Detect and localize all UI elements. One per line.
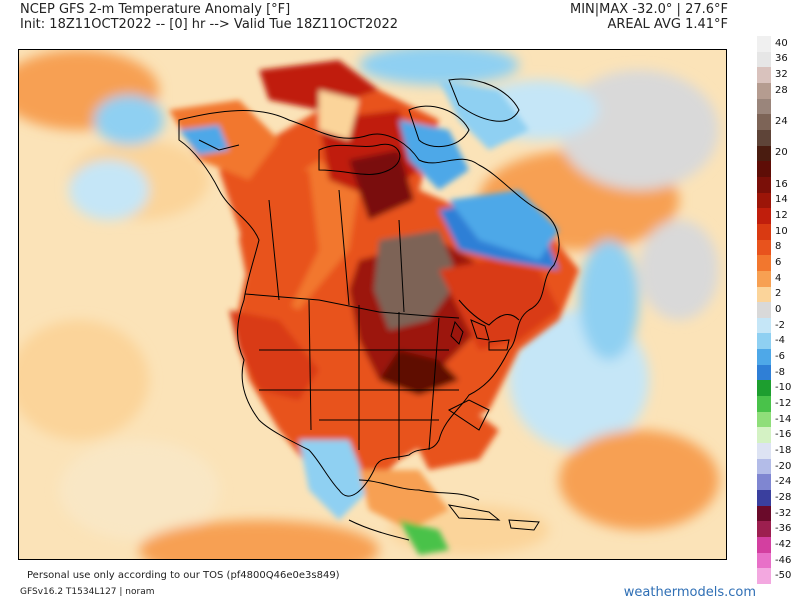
colorbar-swatch (757, 270, 771, 287)
colorbar-label: 24 (775, 116, 788, 128)
colorbar-swatch (757, 239, 771, 256)
areal-average-readout: AREAL AVG 1.41°F (607, 17, 729, 32)
colorbar-swatch (757, 537, 771, 554)
colorbar-label: 12 (775, 210, 788, 222)
colorbar-label: -8 (775, 366, 785, 378)
colorbar-label: 14 (775, 194, 788, 206)
min-max-readout: MIN|MAX -32.0° | 27.6°F (569, 2, 728, 17)
colorbar-swatch (757, 82, 771, 99)
colorbar-label: 4 (775, 272, 782, 284)
colorbar-swatch (757, 161, 771, 178)
colorbar-label: -14 (775, 413, 792, 425)
colorbar-swatch (757, 364, 771, 381)
colorbar-swatch (757, 223, 771, 240)
colorbar-swatch (757, 490, 771, 507)
colorbar-label: -6 (775, 350, 785, 362)
model-version-text: GFSv16.2 T1534L127 | noram (20, 587, 155, 597)
colorbar-swatch (757, 521, 771, 538)
colorbar-label: 20 (775, 147, 788, 159)
colorbar-label: -28 (775, 491, 792, 503)
colorbar-swatch (757, 333, 771, 350)
ocean-anomaly-field (19, 50, 719, 559)
init-valid-line: Init: 18Z11OCT2022 -- [0] hr --> Valid T… (20, 17, 399, 32)
colorbar-swatch (757, 317, 771, 334)
colorbar-label: -42 (775, 538, 792, 550)
map-title: NCEP GFS 2-m Temperature Anomaly [°F] (20, 2, 291, 17)
colorbar-swatch (757, 145, 771, 162)
colorbar-swatch (757, 192, 771, 209)
colorbar-swatch (757, 349, 771, 366)
colorbar-label: -16 (775, 429, 792, 441)
colorbar-label: 10 (775, 225, 788, 237)
coastlines-and-borders (178, 78, 560, 541)
colorbar-label: -46 (775, 554, 792, 566)
colorbar-swatch (757, 396, 771, 413)
colorbar-swatch (757, 176, 771, 193)
colorbar-swatch (757, 208, 771, 225)
colorbar-label: 40 (775, 37, 788, 49)
colorbar-swatch (757, 114, 771, 131)
color-scale-legend: 40 36 32 28 24 20 16 14 12 10 8 6 4 2 0 -2 -4 -6 -8 -10 -12-… (757, 36, 800, 585)
colorbar-label: -36 (775, 523, 792, 535)
colorbar-swatch (757, 458, 771, 475)
colorbar-swatch (757, 98, 771, 115)
colorbar-label: -50 (775, 570, 792, 582)
colorbar-swatch (757, 67, 771, 84)
colorbar-swatch (757, 411, 771, 428)
colorbar-swatch (757, 474, 771, 491)
colorbar-label: 8 (775, 241, 782, 253)
colorbar-label: 16 (775, 178, 788, 190)
brand-link[interactable]: weathermodels.com (623, 585, 756, 600)
colorbar-label: -12 (775, 397, 792, 409)
colorbar-swatch (757, 36, 771, 52)
colorbar-swatch (757, 286, 771, 303)
colorbar-swatch (757, 255, 771, 272)
temperature-anomaly-map (18, 49, 727, 560)
colorbar-label: -32 (775, 507, 792, 519)
colorbar-label: -10 (775, 382, 792, 394)
colorbar-swatch (757, 380, 771, 397)
colorbar-label: 36 (775, 53, 788, 65)
colorbar-swatch (757, 51, 771, 68)
colorbar-label: -4 (775, 335, 785, 347)
colorbar-label: -20 (775, 460, 792, 472)
colorbar-label: -18 (775, 444, 792, 456)
colorbar-swatch (757, 505, 771, 522)
colorbar-swatch (757, 568, 771, 585)
colorbar-swatch (757, 552, 771, 569)
colorbar-swatch (757, 302, 771, 319)
colorbar-label: 0 (775, 304, 782, 315)
colorbar-label: -24 (775, 476, 792, 488)
colorbar-label: 32 (775, 69, 788, 81)
colorbar-label: 28 (775, 84, 788, 96)
colorbar-swatch (757, 129, 771, 146)
colorbar-swatch (757, 443, 771, 460)
colorbar-label: 2 (775, 288, 782, 300)
tos-notice: Personal use only according to our TOS (… (27, 570, 340, 581)
colorbar-swatch (757, 427, 771, 444)
colorbar-label: 6 (775, 257, 782, 269)
colorbar-label: -2 (775, 319, 785, 331)
